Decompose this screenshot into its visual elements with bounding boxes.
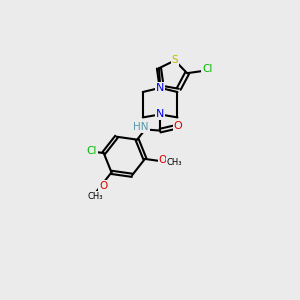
- Text: O: O: [159, 155, 167, 165]
- Text: Cl: Cl: [87, 146, 97, 156]
- Text: HN: HN: [133, 122, 149, 132]
- Text: CH₃: CH₃: [167, 158, 182, 166]
- Text: Cl: Cl: [202, 64, 212, 74]
- Text: S: S: [172, 56, 178, 65]
- Text: N: N: [156, 110, 164, 119]
- Text: O: O: [173, 121, 182, 131]
- Text: O: O: [99, 181, 107, 191]
- Text: N: N: [156, 83, 164, 93]
- Text: CH₃: CH₃: [87, 191, 103, 200]
